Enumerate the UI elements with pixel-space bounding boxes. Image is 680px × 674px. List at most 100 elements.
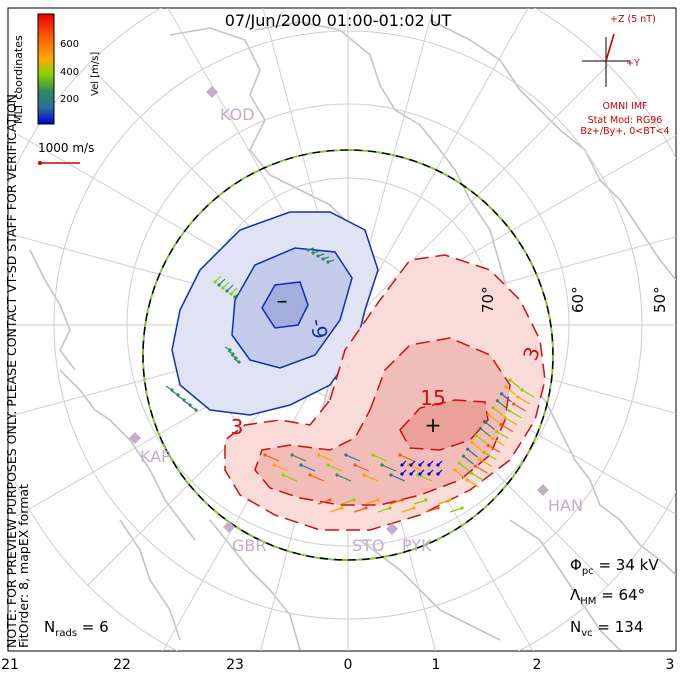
velocity-vector-origin <box>461 454 466 458</box>
velocity-vector <box>487 444 501 453</box>
velocity-vector <box>470 472 484 481</box>
scale-vector-label: 1000 m/s <box>38 141 94 155</box>
velocity-vector <box>437 499 451 505</box>
velocity-vector-origin <box>182 398 186 402</box>
velocity-vector-origin <box>495 429 499 434</box>
velocity-vector <box>504 417 518 426</box>
velocity-vector <box>449 507 463 513</box>
velocity-vector-origin <box>231 352 235 356</box>
velocity-vector <box>291 454 307 462</box>
latitude-label-60: 60° <box>569 286 587 313</box>
velocity-vector <box>505 386 517 396</box>
velocity-vector-origin <box>400 498 404 502</box>
velocity-vector <box>480 427 491 437</box>
velocity-vector-origin <box>352 498 356 502</box>
velocity-vector <box>363 474 379 482</box>
velocity-vector <box>501 393 512 403</box>
velocity-vector <box>475 434 487 444</box>
stat-hm-boundary-latitude: ΛHM = 64° <box>570 586 645 607</box>
velocity-vector-origin <box>466 447 470 451</box>
velocity-vector-origin <box>427 472 431 476</box>
velocity-vector <box>354 464 370 472</box>
velocity-vector-origin <box>170 388 174 392</box>
mlt-label-21: 21 <box>1 657 19 673</box>
velocity-vector-origin <box>335 473 339 477</box>
velocity-vector-origin <box>412 506 416 510</box>
colorbar-tick-200: 200 <box>60 94 79 105</box>
velocity-vector-origin <box>499 423 503 427</box>
velocity-vector-origin <box>299 463 303 467</box>
velocity-vector <box>377 507 391 513</box>
velocity-vector <box>488 414 500 424</box>
velocity-vector <box>492 407 504 417</box>
contour-label-positive-inner: 15 <box>420 386 445 410</box>
velocity-vector-origin <box>290 453 294 457</box>
velocity-vector-origin <box>389 473 393 477</box>
mlt-label-3: 3 <box>666 657 675 673</box>
velocity-vector <box>273 464 289 472</box>
stat-radar-count: Nrads = 6 <box>44 618 109 639</box>
velocity-vector-origin <box>491 406 495 410</box>
velocity-vector <box>390 474 406 482</box>
colorbar <box>37 13 55 125</box>
colorbar-label: Vel [m/s] <box>90 52 101 96</box>
velocity-vector-origin <box>508 378 512 382</box>
contour-label-negative: -9 <box>305 317 332 341</box>
mlt-label-2: 2 <box>533 657 542 673</box>
velocity-vector-origin <box>398 453 402 457</box>
velocity-vector-origin <box>486 443 490 447</box>
station-marker-han <box>537 484 549 496</box>
velocity-vectors <box>165 247 535 513</box>
colorbar-tick-600: 600 <box>60 39 79 50</box>
station-label-kod: KOD <box>220 105 255 124</box>
velocity-vector-origin <box>272 463 276 467</box>
velocity-vector-origin <box>483 419 487 424</box>
velocity-vector <box>496 431 509 440</box>
velocity-vector-origin <box>380 463 384 467</box>
velocity-vector-origin <box>487 413 491 417</box>
velocity-vector <box>521 389 535 398</box>
mlt-label-0: 0 <box>344 657 353 673</box>
velocity-vector-origin <box>473 464 478 468</box>
velocity-vector-origin <box>469 471 473 475</box>
velocity-vector-origin <box>511 402 516 406</box>
velocity-vector-origin <box>326 463 330 467</box>
velocity-vector-origin <box>233 295 237 299</box>
velocity-vector-origin <box>520 388 524 392</box>
velocity-vector-origin <box>478 426 482 431</box>
imf-y-label: +Y <box>626 58 640 69</box>
velocity-vector <box>479 458 492 467</box>
velocity-vector-origin <box>237 360 241 364</box>
latitude-label-70: 70° <box>479 286 497 313</box>
preview-note: NOTE: FOR PREVIEW PURPOSES ONLY. PLEASE … <box>4 90 19 648</box>
velocity-vector-origin <box>316 254 320 258</box>
velocity-vector <box>329 507 343 513</box>
latitude-label-50: 50° <box>651 286 669 313</box>
velocity-vector-origin <box>225 289 229 293</box>
map-title: 07/Jun/2000 01:00-01:02 UT <box>225 11 452 30</box>
velocity-vector-origin <box>188 403 192 407</box>
mlt-label-1: 1 <box>432 657 441 673</box>
velocity-vector-origin <box>427 463 431 467</box>
velocity-vector-origin <box>448 498 452 502</box>
hm-boundary-dash <box>142 149 554 561</box>
station-marker-sto <box>386 523 398 535</box>
stat-cross-polar-potential: Φpc = 34 kV <box>570 556 659 577</box>
velocity-vector-origin <box>460 506 464 510</box>
velocity-vector-origin <box>499 392 504 396</box>
velocity-vector-origin <box>263 453 267 457</box>
velocity-vector-origin <box>353 463 357 467</box>
contour-label-positive-left: 3 <box>231 415 244 439</box>
velocity-vector-origin <box>221 286 225 290</box>
imf-z-label: +Z (5 nT) <box>610 14 656 25</box>
velocity-vector <box>372 454 388 462</box>
velocity-vector-origin <box>400 472 404 476</box>
velocity-vector <box>517 396 531 405</box>
velocity-vector <box>282 474 298 482</box>
velocity-vector-origin <box>409 463 413 467</box>
velocity-vector-origin <box>228 348 232 352</box>
imf-clock <box>582 33 630 87</box>
velocity-vector-origin <box>176 393 180 397</box>
velocity-vector-origin <box>229 292 233 296</box>
velocity-vector <box>458 462 470 472</box>
